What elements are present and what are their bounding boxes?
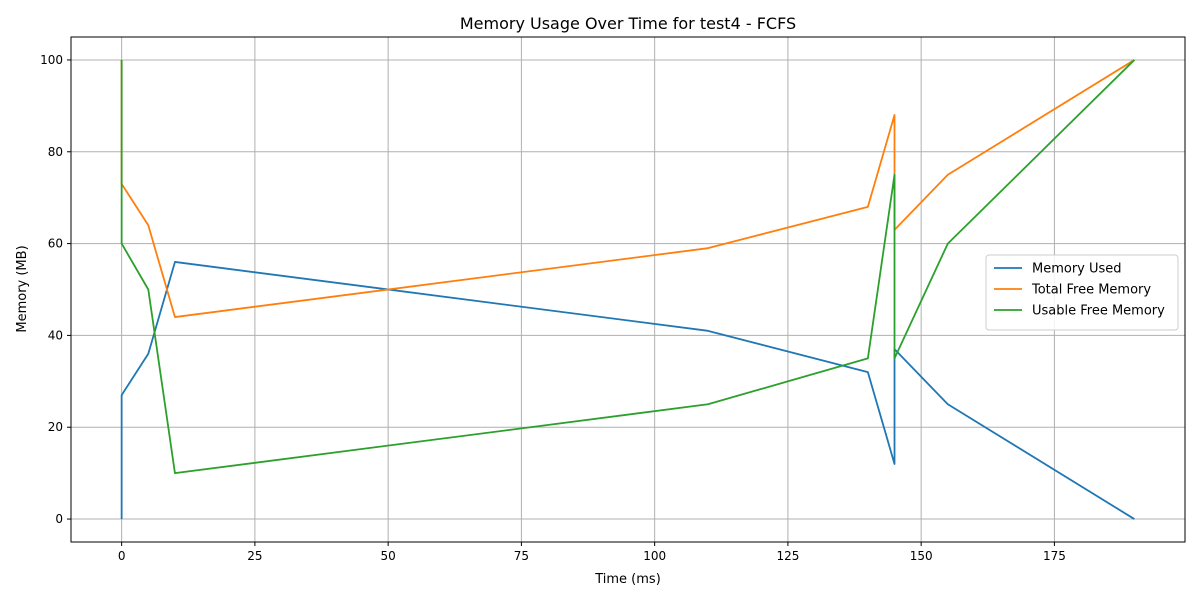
x-tick-label: 100 — [643, 549, 666, 563]
axis-ticks: 0 25 50 75 100 125 150 175 0 20 40 60 80 100 — [40, 53, 1066, 563]
x-tick-label: 75 — [514, 549, 529, 563]
series-line-total-free-memory — [120, 59, 1135, 318]
plot-frame — [70, 36, 1186, 543]
legend-label-usable-free-memory: Usable Free Memory — [1032, 304, 1165, 319]
x-tick-label: 50 — [381, 549, 396, 563]
legend-label-total-free-memory: Total Free Memory — [1031, 283, 1151, 298]
legend-label-memory-used: Memory Used — [1032, 262, 1122, 277]
series-line-memory-used — [120, 261, 1135, 520]
x-axis-label: Time (ms) — [594, 572, 661, 587]
x-tick-label: 150 — [910, 549, 933, 563]
y-tick-label: 60 — [48, 237, 63, 251]
y-tick-label: 100 — [40, 53, 63, 67]
legend: Memory Used Total Free Memory Usable Free … — [985, 254, 1179, 331]
legend-box — [985, 254, 1179, 331]
x-tick-label: 175 — [1043, 549, 1066, 563]
x-tick-label: 0 — [118, 549, 126, 563]
x-tick-label: 125 — [776, 549, 799, 563]
y-tick-label: 80 — [48, 145, 63, 159]
y-tick-label: 40 — [48, 328, 63, 342]
series-lines — [120, 59, 1135, 520]
x-tick-label: 25 — [247, 549, 262, 563]
y-tick-label: 0 — [55, 512, 63, 526]
chart-title: Memory Usage Over Time for test4 - FCFS — [460, 14, 796, 33]
y-tick-label: 20 — [48, 420, 63, 434]
series-line-usable-free-memory — [120, 59, 1135, 475]
y-axis-label: Memory (MB) — [15, 245, 30, 332]
